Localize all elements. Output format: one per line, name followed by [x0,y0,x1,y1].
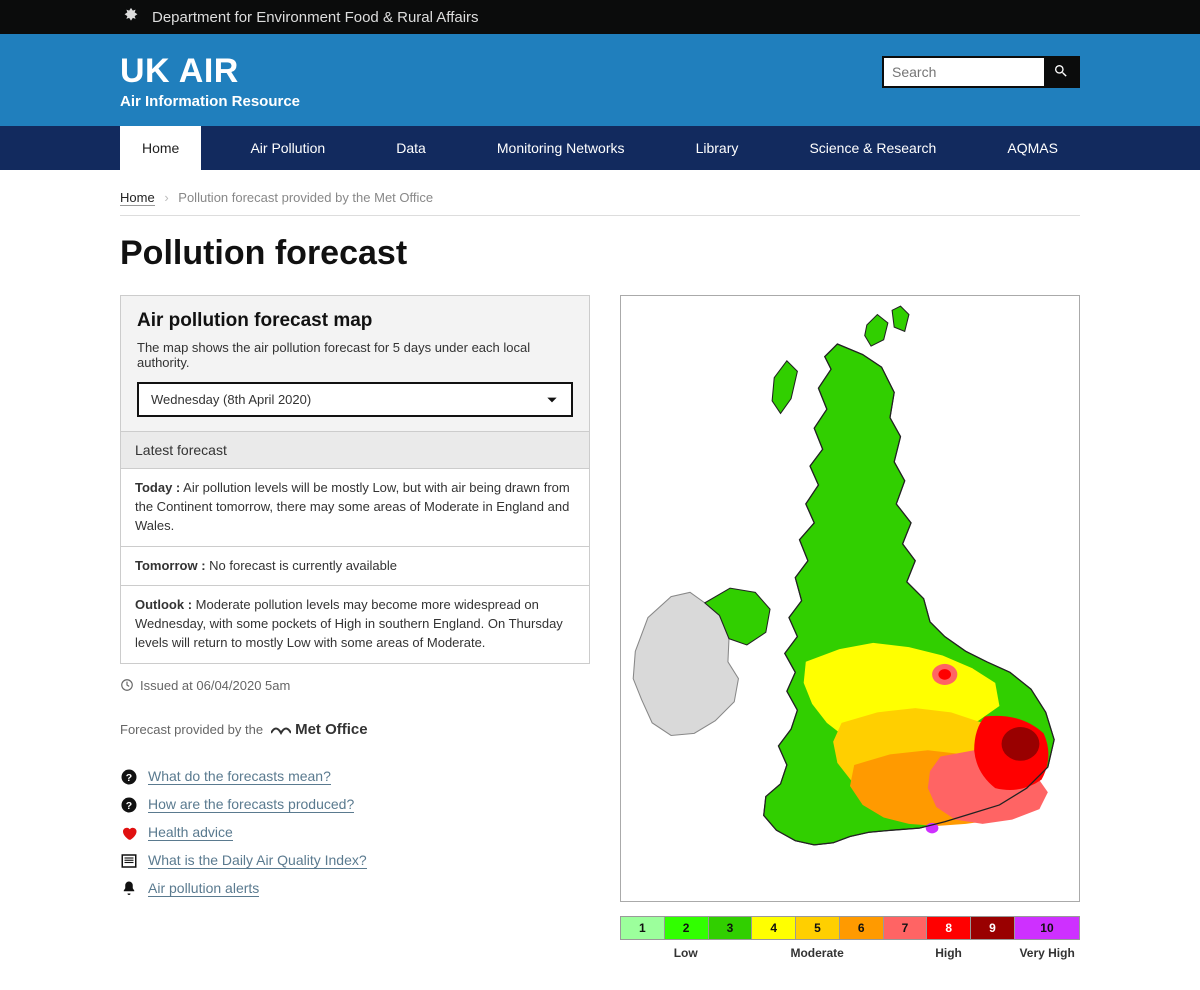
link-alerts[interactable]: Air pollution alerts [148,880,259,897]
legend-label-low: Low [620,946,751,960]
legend-cell-8: 8 [927,917,971,939]
svg-text:?: ? [126,772,132,784]
breadcrumb-current: Pollution forecast provided by the Met O… [178,190,433,205]
provided-by: Forecast provided by the Met Office [120,721,590,738]
site-subtitle: Air Information Resource [120,93,300,110]
link-forecasts-produced[interactable]: How are the forecasts produced? [148,796,354,813]
link-daqi[interactable]: What is the Daily Air Quality Index? [148,852,367,869]
nav-item-aqmas[interactable]: AQMAS [985,126,1080,170]
gov-bar: Department for Environment Food & Rural … [0,0,1200,34]
legend-cell-2: 2 [665,917,709,939]
legend-cell-1: 1 [621,917,665,939]
clock-icon [120,678,134,692]
bell-icon [120,880,138,898]
search-icon [1053,63,1069,82]
help-links: ? What do the forecasts mean? ? How are … [120,768,590,898]
legend-cell-4: 4 [752,917,796,939]
nav-item-science-research[interactable]: Science & Research [787,126,958,170]
nav-item-air-pollution[interactable]: Air Pollution [228,126,347,170]
svg-text:?: ? [126,800,132,812]
dropdown-value: Wednesday (8th April 2020) [151,392,311,407]
search-box [882,56,1080,88]
breadcrumb-home[interactable]: Home [120,190,155,206]
map-orkney [865,315,888,347]
legend-cell-5: 5 [796,917,840,939]
site-title: UK AIR [120,52,300,91]
search-button[interactable] [1044,58,1078,86]
legend-cell-7: 7 [884,917,928,939]
legend: 12345678910 Low Moderate High Very High [620,916,1080,960]
question-icon: ? [120,768,138,786]
legend-cell-6: 6 [840,917,884,939]
issued-timestamp: Issued at 06/04/2020 5am [120,678,590,693]
map-zone-darkred [1002,727,1040,761]
forecast-outlook: Outlook : Moderate pollution levels may … [120,586,590,664]
brand-bar: UK AIR Air Information Resource Home Air … [0,34,1200,170]
forecast-tomorrow: Tomorrow : No forecast is currently avai… [120,547,590,587]
panel-intro: The map shows the air pollution forecast… [137,340,573,370]
nav-item-library[interactable]: Library [674,126,761,170]
nav-item-monitoring-networks[interactable]: Monitoring Networks [475,126,647,170]
nav-item-home[interactable]: Home [120,126,201,170]
page-title: Pollution forecast [120,234,1080,273]
forecast-panel: Air pollution forecast map The map shows… [120,295,590,432]
met-office-logo: Met Office [271,721,368,738]
question-icon: ? [120,796,138,814]
link-forecasts-mean[interactable]: What do the forecasts mean? [148,768,331,785]
main-nav: Home Air Pollution Data Monitoring Networks… [0,126,1200,170]
forecast-today: Today : Air pollution levels will be mos… [120,469,590,547]
breadcrumb-separator: › [164,190,168,205]
news-icon [120,852,138,870]
forecast-map [620,295,1080,902]
link-health-advice[interactable]: Health advice [148,824,233,841]
map-shetland [892,306,909,331]
heart-icon [120,824,138,842]
legend-label-high: High [883,946,1014,960]
department-name: Department for Environment Food & Rural … [152,9,479,26]
breadcrumb: Home › Pollution forecast provided by th… [120,184,1080,216]
legend-cell-10: 10 [1015,917,1079,939]
gov-crest-icon [120,6,142,28]
search-input[interactable] [884,58,1044,86]
legend-label-veryhigh: Very High [1014,946,1080,960]
legend-cell-3: 3 [709,917,753,939]
uk-map-svg [629,304,1071,893]
legend-cell-9: 9 [971,917,1015,939]
day-dropdown[interactable]: Wednesday (8th April 2020) [137,382,573,417]
map-outer-hebrides [772,361,797,414]
latest-forecast-heading: Latest forecast [120,432,590,469]
map-zone-red-humber-core [938,669,951,680]
nav-item-data[interactable]: Data [374,126,448,170]
panel-title: Air pollution forecast map [137,310,573,332]
legend-label-moderate: Moderate [751,946,882,960]
chevron-down-icon [545,393,559,407]
